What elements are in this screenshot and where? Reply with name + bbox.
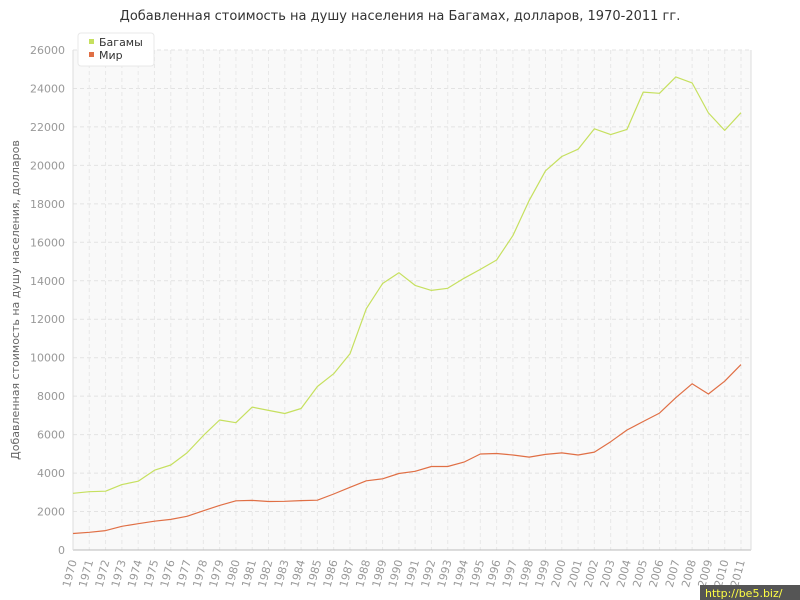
- series-lines: [72, 76, 742, 535]
- y-tick-label: 22000: [30, 121, 65, 134]
- watermark-background: [700, 585, 800, 600]
- series-line-bahamas: [72, 76, 742, 494]
- y-tick-label: 6000: [37, 429, 65, 442]
- y-tick-label: 2000: [37, 506, 65, 519]
- legend-label-bahamas: Багамы: [99, 36, 143, 49]
- y-tick-label: 0: [58, 544, 65, 557]
- series-line-world: [72, 364, 742, 535]
- legend-swatch-bahamas: [89, 39, 94, 44]
- y-tick-label: 20000: [30, 159, 65, 172]
- watermark: http://be5.biz/: [700, 585, 800, 600]
- legend-swatch-world: [89, 52, 94, 57]
- y-axis-title: Добавленная стоимость на душу населения,…: [9, 140, 22, 460]
- grid: [72, 49, 751, 550]
- y-tick-labels: 0 2000 4000 6000 8000 10000 12000 14000 16000 180…: [30, 44, 65, 557]
- y-tick-label: 26000: [30, 44, 65, 57]
- chart-title: Добавленная стоимость на душу населения …: [119, 9, 681, 24]
- legend-label-world: Мир: [99, 49, 123, 62]
- y-tick-label: 24000: [30, 82, 65, 95]
- axes: [72, 50, 752, 551]
- y-tick-label: 10000: [30, 352, 65, 365]
- y-tick-label: 4000: [37, 467, 65, 480]
- y-tick-label: 8000: [37, 390, 65, 403]
- legend: Багамы Мир: [77, 32, 155, 67]
- y-tick-label: 18000: [30, 198, 65, 211]
- y-tick-label: 14000: [30, 275, 65, 288]
- x-tick-labels: 1970197119721973197419751976197719781979…: [60, 558, 748, 588]
- y-tick-label: 16000: [30, 236, 65, 249]
- y-tick-label: 12000: [30, 313, 65, 326]
- watermark-text: http://be5.biz/: [705, 587, 783, 600]
- plot-background: [73, 50, 751, 550]
- legend-box: [77, 32, 155, 67]
